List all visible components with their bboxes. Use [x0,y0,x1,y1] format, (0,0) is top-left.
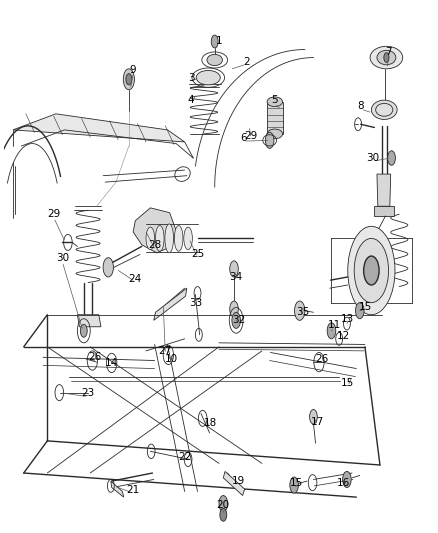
Ellipse shape [155,225,164,251]
Circle shape [356,303,364,319]
Text: 23: 23 [81,389,95,399]
Text: 27: 27 [159,346,172,356]
Ellipse shape [184,227,192,249]
Text: 21: 21 [127,485,140,495]
Circle shape [343,471,351,488]
Ellipse shape [377,50,396,65]
Text: 6: 6 [240,133,247,143]
Text: 25: 25 [191,249,204,260]
Text: 9: 9 [130,64,137,75]
Circle shape [232,312,240,328]
Ellipse shape [196,70,220,85]
Ellipse shape [267,97,283,107]
Text: 33: 33 [189,297,202,308]
Text: 19: 19 [232,476,245,486]
Text: 13: 13 [341,314,354,324]
Text: 26: 26 [88,352,101,362]
Ellipse shape [146,227,155,249]
Ellipse shape [370,46,403,69]
Circle shape [220,508,227,521]
Polygon shape [133,208,176,253]
Circle shape [348,227,395,314]
Text: 18: 18 [204,418,217,428]
Circle shape [103,257,113,277]
Polygon shape [223,471,245,496]
Circle shape [211,35,218,48]
Text: 32: 32 [232,316,245,325]
Text: 10: 10 [165,354,178,364]
Text: 4: 4 [188,95,194,105]
Circle shape [327,323,336,339]
Circle shape [219,496,228,512]
Polygon shape [154,288,187,320]
Text: 29: 29 [47,209,60,219]
Text: 8: 8 [357,101,364,111]
Text: 5: 5 [272,95,278,105]
Text: 15: 15 [290,479,303,488]
Circle shape [364,256,379,285]
Circle shape [80,325,87,337]
Text: 28: 28 [148,240,161,250]
Text: 11: 11 [328,320,342,330]
Circle shape [265,132,274,148]
Circle shape [230,301,238,317]
Text: 24: 24 [129,273,142,284]
Text: 34: 34 [230,272,243,282]
Text: 35: 35 [296,308,309,317]
Polygon shape [374,206,394,216]
Circle shape [354,238,389,303]
Ellipse shape [207,54,223,66]
Text: 1: 1 [215,36,223,46]
Text: 15: 15 [358,302,371,312]
Circle shape [384,53,389,62]
Text: 30: 30 [366,153,379,163]
Text: 15: 15 [341,378,354,388]
Text: 22: 22 [178,452,191,462]
Text: 29: 29 [244,131,258,141]
Circle shape [290,477,298,493]
Circle shape [310,409,317,424]
Text: 30: 30 [56,254,69,263]
Ellipse shape [267,129,283,139]
Ellipse shape [371,100,397,119]
Circle shape [388,151,396,165]
Ellipse shape [174,225,183,251]
Ellipse shape [165,224,173,253]
Text: 20: 20 [217,500,230,510]
Text: 17: 17 [311,417,325,426]
Circle shape [230,261,238,277]
Polygon shape [377,174,391,206]
Text: 12: 12 [337,332,350,342]
Text: 26: 26 [315,354,328,364]
Circle shape [123,69,134,90]
Text: 2: 2 [244,56,250,67]
Polygon shape [267,102,283,134]
Text: 14: 14 [105,358,118,368]
Circle shape [126,74,132,85]
Polygon shape [78,314,101,327]
Circle shape [294,301,305,320]
Polygon shape [111,481,124,497]
Text: 3: 3 [188,72,194,83]
Text: 16: 16 [337,479,350,488]
Polygon shape [13,114,185,142]
Text: 7: 7 [385,47,392,57]
